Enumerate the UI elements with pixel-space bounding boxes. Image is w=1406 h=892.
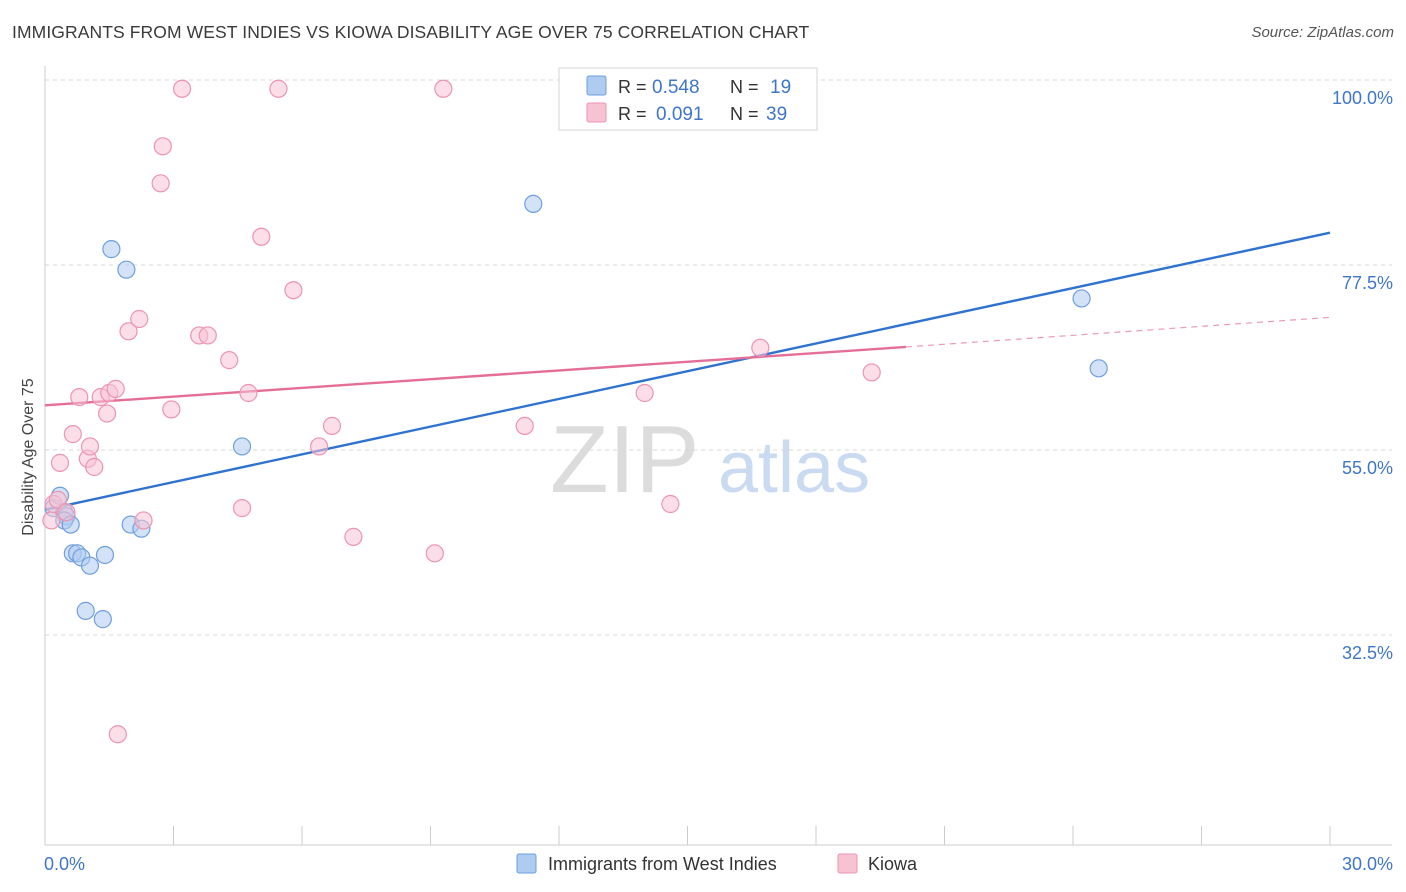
bottom-legend-pink-label: Kiowa bbox=[868, 854, 918, 874]
legend-pink-swatch bbox=[586, 102, 607, 123]
legend-pink-n-value: 39 bbox=[766, 104, 787, 125]
pink-data-point bbox=[310, 437, 329, 456]
tick-labels: 100.0% 77.5% 55.0% 32.5% 0.0% 30.0% bbox=[44, 88, 1393, 874]
legend-blue-r-value: 0.548 bbox=[652, 77, 700, 98]
pink-data-point bbox=[269, 79, 288, 98]
pink-data-point bbox=[232, 499, 252, 518]
series-legend: Immigrants from West Indies Kiowa bbox=[516, 853, 918, 874]
blue-data-point bbox=[80, 556, 100, 575]
pink-trend-extension bbox=[905, 316, 1331, 348]
blue-data-point bbox=[524, 194, 543, 213]
blue-data-point bbox=[1089, 359, 1108, 378]
legend-blue-r-label: R = bbox=[618, 77, 647, 97]
pink-data-point bbox=[57, 503, 76, 522]
pink-data-point bbox=[425, 544, 444, 563]
watermark: ZIP atlas bbox=[550, 406, 870, 513]
pink-data-point bbox=[108, 725, 127, 744]
bottom-legend-pink-swatch bbox=[837, 853, 858, 874]
stats-legend: R = 0.548 N = 19 R = 0.091 N = 39 bbox=[558, 67, 818, 131]
y-tick-label: 55.0% bbox=[1342, 458, 1393, 478]
pink-data-point bbox=[63, 425, 82, 444]
blue-data-point bbox=[1072, 289, 1091, 308]
pink-data-point bbox=[751, 338, 770, 357]
blue-data-point bbox=[102, 240, 121, 259]
pink-data-point bbox=[322, 416, 342, 435]
y-axis-label: Disability Age Over 75 bbox=[20, 378, 37, 536]
pink-data-point bbox=[162, 400, 181, 419]
pink-data-point bbox=[106, 379, 125, 398]
pink-data-point bbox=[70, 388, 89, 407]
blue-data-point bbox=[232, 437, 252, 456]
x-tick-label: 0.0% bbox=[44, 854, 85, 874]
pink-data-point bbox=[515, 416, 534, 435]
blue-data-point bbox=[93, 610, 112, 629]
pink-data-point bbox=[85, 457, 104, 477]
pink-data-point bbox=[50, 453, 70, 472]
bottom-legend-blue-label: Immigrants from West Indies bbox=[548, 854, 777, 874]
pink-data-point bbox=[198, 326, 217, 345]
pink-data-point bbox=[98, 404, 117, 423]
x-tick-label: 30.0% bbox=[1342, 854, 1393, 874]
chart-title: IMMIGRANTS FROM WEST INDIES VS KIOWA DIS… bbox=[12, 22, 810, 42]
pink-trend-line bbox=[44, 345, 907, 407]
pink-data-point bbox=[48, 490, 67, 509]
pink-data-point bbox=[344, 527, 363, 546]
legend-pink-r-value: 0.091 bbox=[656, 104, 704, 125]
pink-data-point bbox=[862, 363, 881, 382]
blue-data-point bbox=[117, 260, 136, 279]
blue-data-point bbox=[76, 601, 95, 620]
pink-data-point bbox=[252, 227, 271, 246]
source-credit: Source: ZipAtlas.com bbox=[1251, 24, 1394, 41]
pink-data-point bbox=[635, 383, 654, 403]
pink-data-point bbox=[661, 494, 680, 514]
watermark-zip: ZIP bbox=[550, 406, 699, 513]
pink-data-point bbox=[220, 351, 239, 370]
blue-trend-line bbox=[44, 231, 1331, 511]
pink-data-point bbox=[80, 437, 100, 456]
watermark-atlas: atlas bbox=[718, 428, 870, 508]
pink-data-point bbox=[134, 511, 153, 530]
pink-data-point bbox=[284, 281, 303, 300]
gridlines bbox=[45, 79, 1392, 636]
pink-data-point bbox=[172, 79, 192, 98]
pink-data-point bbox=[151, 174, 170, 193]
legend-pink-r-label: R = bbox=[618, 104, 647, 124]
trend-lines bbox=[44, 231, 1331, 511]
pink-data-point bbox=[42, 511, 61, 530]
y-tick-label: 77.5% bbox=[1342, 273, 1393, 293]
y-tick-label: 100.0% bbox=[1332, 88, 1393, 108]
bottom-legend-blue-swatch bbox=[516, 853, 537, 874]
legend-blue-n-value: 19 bbox=[770, 77, 791, 98]
axes bbox=[44, 66, 1392, 846]
legend-blue-n-label: N = bbox=[730, 77, 759, 97]
pink-data-point bbox=[130, 309, 149, 329]
blue-data-point bbox=[95, 545, 115, 565]
legend-blue-swatch bbox=[586, 75, 607, 96]
y-tick-label: 32.5% bbox=[1342, 643, 1393, 663]
pink-data-point bbox=[434, 79, 453, 98]
legend-pink-n-label: N = bbox=[730, 104, 759, 124]
data-points bbox=[42, 79, 1108, 744]
pink-data-point bbox=[119, 322, 138, 341]
pink-data-point bbox=[239, 383, 258, 403]
pink-data-point bbox=[153, 137, 172, 156]
